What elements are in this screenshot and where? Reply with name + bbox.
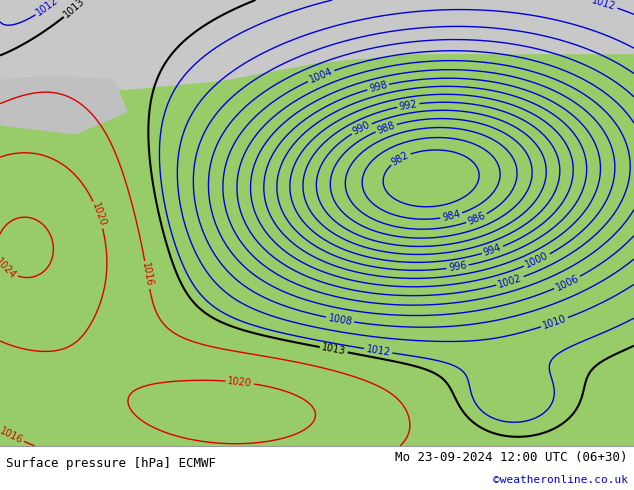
- Polygon shape: [0, 76, 127, 134]
- Text: 996: 996: [448, 261, 467, 273]
- Text: 1013: 1013: [321, 343, 347, 357]
- Text: 1012: 1012: [591, 0, 617, 12]
- Text: 1002: 1002: [497, 273, 523, 290]
- Text: 1024: 1024: [0, 256, 18, 280]
- Polygon shape: [0, 0, 634, 89]
- Text: 1000: 1000: [524, 250, 550, 270]
- Text: 1004: 1004: [307, 67, 334, 85]
- Text: 1016: 1016: [0, 425, 24, 445]
- Text: 1008: 1008: [327, 313, 353, 327]
- Text: 998: 998: [368, 80, 388, 94]
- Text: Mo 23-09-2024 12:00 UTC (06+30): Mo 23-09-2024 12:00 UTC (06+30): [395, 451, 628, 464]
- Text: 1020: 1020: [227, 376, 253, 389]
- Text: 1006: 1006: [554, 273, 581, 293]
- Text: 982: 982: [390, 149, 411, 168]
- Text: 990: 990: [351, 120, 372, 137]
- Text: 984: 984: [441, 209, 462, 223]
- Text: 1016: 1016: [140, 262, 154, 288]
- Text: 986: 986: [466, 210, 487, 227]
- Text: 1012: 1012: [365, 344, 391, 358]
- Text: 988: 988: [376, 120, 396, 136]
- Text: 1010: 1010: [541, 314, 568, 331]
- Text: 992: 992: [398, 98, 418, 112]
- Text: 1013: 1013: [62, 0, 87, 20]
- Text: 1012: 1012: [34, 0, 60, 18]
- Text: ©weatheronline.co.uk: ©weatheronline.co.uk: [493, 475, 628, 485]
- Text: 1020: 1020: [89, 201, 107, 228]
- Text: Surface pressure [hPa] ECMWF: Surface pressure [hPa] ECMWF: [6, 457, 216, 469]
- Text: 994: 994: [482, 243, 503, 258]
